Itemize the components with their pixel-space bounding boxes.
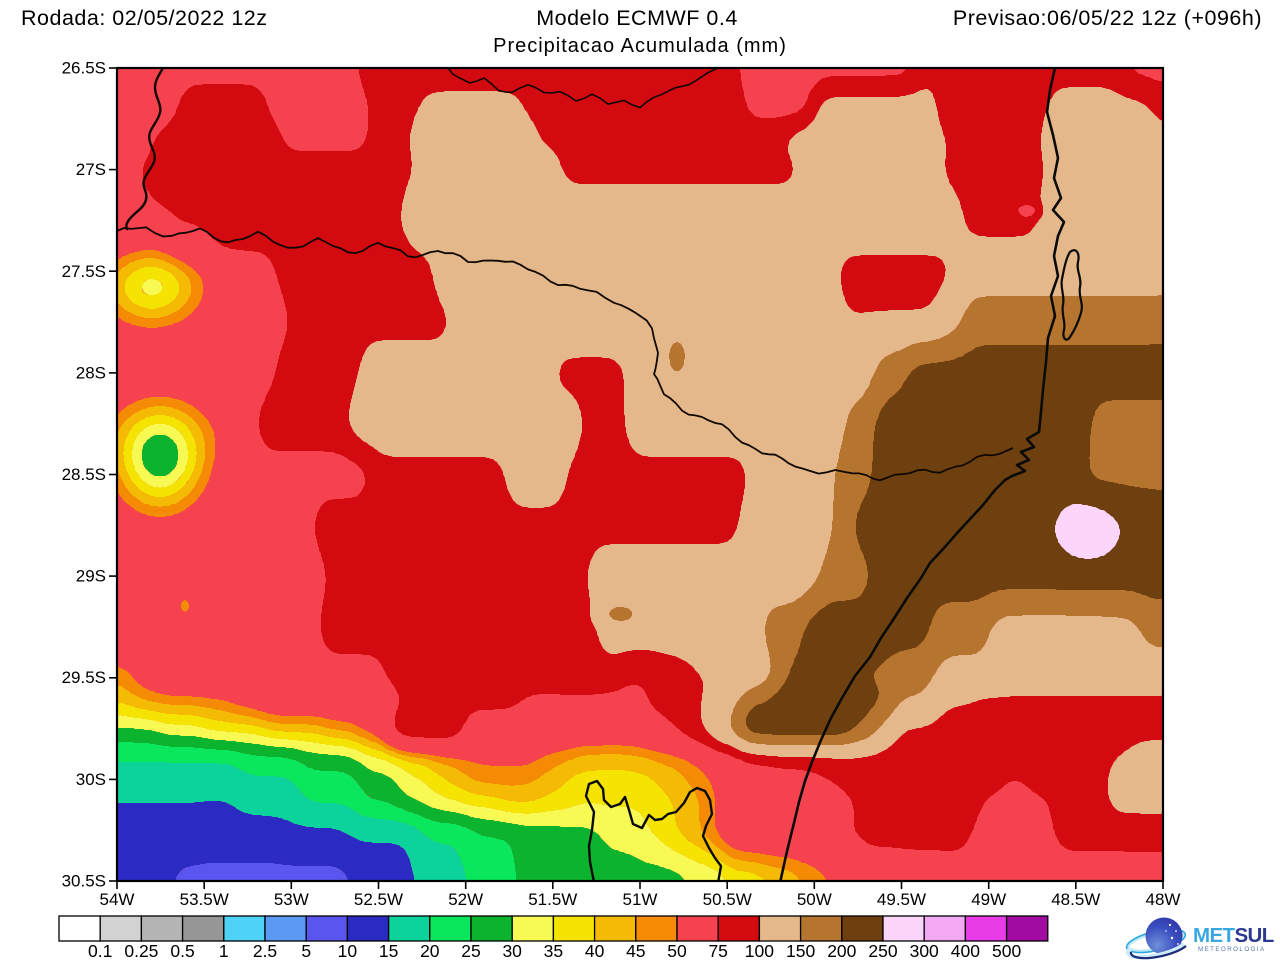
svg-text:5: 5	[301, 941, 311, 961]
svg-text:28S: 28S	[76, 363, 106, 382]
svg-text:Precipitacao Acumulada (mm): Precipitacao Acumulada (mm)	[493, 35, 787, 57]
svg-text:100: 100	[745, 941, 774, 961]
svg-text:40: 40	[585, 941, 605, 961]
svg-text:15: 15	[379, 941, 398, 961]
svg-text:45: 45	[626, 941, 645, 961]
svg-text:26.5S: 26.5S	[62, 59, 106, 78]
svg-text:2.5: 2.5	[253, 941, 277, 961]
svg-text:30: 30	[502, 941, 522, 961]
svg-text:400: 400	[951, 941, 980, 961]
svg-text:250: 250	[868, 941, 897, 961]
svg-text:29.5S: 29.5S	[62, 668, 106, 687]
svg-text:0.1: 0.1	[88, 941, 112, 961]
svg-text:49W: 49W	[971, 890, 1006, 909]
svg-text:50W: 50W	[797, 890, 832, 909]
svg-text:50.5W: 50.5W	[703, 890, 752, 909]
svg-text:75: 75	[708, 941, 727, 961]
svg-text:25: 25	[461, 941, 480, 961]
svg-text:49.5W: 49.5W	[877, 890, 926, 909]
svg-text:50: 50	[667, 941, 687, 961]
svg-text:48.5W: 48.5W	[1051, 890, 1100, 909]
svg-text:METEOROLOGIA: METEOROLOGIA	[1198, 946, 1266, 953]
svg-text:52W: 52W	[448, 890, 483, 909]
svg-text:48W: 48W	[1146, 890, 1181, 909]
svg-text:500: 500	[992, 941, 1021, 961]
svg-text:30.5S: 30.5S	[62, 872, 106, 891]
svg-text:0.5: 0.5	[170, 941, 194, 961]
svg-text:0.25: 0.25	[124, 941, 158, 961]
svg-text:35: 35	[544, 941, 563, 961]
svg-text:53.5W: 53.5W	[180, 890, 229, 909]
svg-text:Modelo ECMWF 0.4: Modelo ECMWF 0.4	[536, 6, 738, 30]
svg-text:52.5W: 52.5W	[354, 890, 403, 909]
svg-text:1: 1	[219, 941, 229, 961]
svg-text:20: 20	[420, 941, 440, 961]
svg-text:200: 200	[827, 941, 856, 961]
svg-text:300: 300	[910, 941, 939, 961]
svg-text:53W: 53W	[274, 890, 309, 909]
svg-text:29S: 29S	[76, 567, 106, 586]
svg-text:51.5W: 51.5W	[528, 890, 577, 909]
svg-text:51W: 51W	[623, 890, 658, 909]
svg-text:30S: 30S	[76, 770, 106, 789]
svg-text:28.5S: 28.5S	[62, 465, 106, 484]
svg-text:27.5S: 27.5S	[62, 262, 106, 281]
svg-text:27S: 27S	[76, 160, 106, 179]
svg-text:150: 150	[786, 941, 815, 961]
svg-text:Previsao:06/05/22 12z (+096h: Previsao:06/05/22 12z (+096h)	[953, 6, 1262, 30]
svg-text:Rodada: 02/05/2022 12z: Rodada: 02/05/2022 12z	[21, 6, 268, 30]
svg-text:10: 10	[338, 941, 358, 961]
svg-text:54W: 54W	[100, 890, 135, 909]
svg-text:METSUL: METSUL	[1193, 924, 1274, 947]
